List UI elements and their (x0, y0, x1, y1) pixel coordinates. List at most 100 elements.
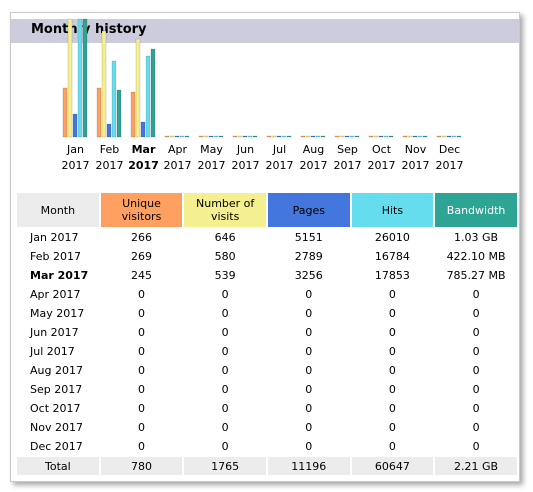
bar-jul-number-of-visits (271, 135, 277, 138)
table-header-row: Month Unique visitors Number of visits P… (17, 193, 517, 227)
header-hits: Hits (351, 193, 434, 227)
cell-month: Jun 2017 (30, 326, 79, 339)
month-label-dec: Dec (439, 143, 460, 156)
cell-unique-visitors: 0 (137, 421, 145, 434)
cell-bandwidth: 0 (472, 440, 480, 453)
bar-jun-bandwidth-mb (252, 135, 258, 138)
bar-sep-number-of-visits (339, 135, 345, 138)
cell-month: Nov 2017 (30, 421, 83, 434)
cell-number-of-visits: 0 (221, 383, 229, 396)
cell-hits: 17853 (374, 269, 410, 282)
bar-nov-number-of-visits (407, 135, 413, 138)
cell-hits: 0 (388, 440, 396, 453)
cell-hits: 0 (388, 288, 396, 301)
table-row: May 2017 0 0 0 0 0 (17, 305, 517, 322)
bar-nov-hits (417, 135, 423, 138)
month-label-jul: Jul (272, 143, 286, 156)
cell-bandwidth: 0 (472, 364, 480, 377)
bar-may-bandwidth-mb (218, 135, 224, 138)
header-pages: Pages (267, 193, 350, 227)
header-month: Month (17, 193, 99, 227)
bar-sep-hits (349, 135, 355, 138)
cell-pages: 0 (305, 402, 313, 415)
cell-bandwidth: 1.03 GB (454, 231, 499, 244)
cell-pages: 0 (305, 383, 313, 396)
bar-dec-pages (446, 135, 452, 138)
cell-hits: 16784 (374, 250, 410, 263)
cell-pages: 0 (305, 421, 313, 434)
cell-month: May 2017 (30, 307, 85, 320)
cell-unique-visitors: 245 (130, 269, 152, 282)
bar-feb-number-of-visits (101, 30, 107, 138)
table-row: Sep 2017 0 0 0 0 0 (17, 381, 517, 398)
bar-apr-unique-visitors (164, 135, 170, 138)
cell-number-of-visits: 539 (214, 269, 236, 282)
cell-pages: 0 (305, 345, 313, 358)
cell-bandwidth: 0 (472, 345, 480, 358)
bar-oct-unique-visitors (368, 135, 374, 138)
cell-number-of-visits: 0 (221, 364, 229, 377)
monthly-history-table: Month Unique visitors Number of visits P… (15, 191, 519, 477)
monthly-history-chart: Jan 2017 Feb 2017 Mar 2017 Apr 2017 May 2017 Jun 20… (62, 18, 464, 172)
cell-hits: 0 (388, 326, 396, 339)
cell-number-of-visits: 0 (221, 402, 229, 415)
month-label-sep: Sep (337, 143, 358, 156)
bar-aug-number-of-visits (305, 135, 311, 138)
year-label-sep: 2017 (334, 159, 362, 172)
cell-bandwidth: 0 (472, 383, 480, 396)
cell-hits: 0 (388, 402, 396, 415)
bar-dec-number-of-visits (441, 135, 447, 138)
cell-number-of-visits: 0 (221, 421, 229, 434)
year-label-jun: 2017 (232, 159, 260, 172)
cell-unique-visitors: 0 (137, 402, 145, 415)
year-label-feb: 2017 (96, 159, 124, 172)
header-bandwidth: Bandwidth (435, 193, 517, 227)
cell-hits: 0 (388, 421, 396, 434)
cell-unique-visitors: 0 (137, 364, 145, 377)
cell-number-of-visits: 0 (221, 307, 229, 320)
year-label-jul: 2017 (266, 159, 294, 172)
total-pages: 11196 (267, 457, 350, 475)
cell-month: Sep 2017 (30, 383, 83, 396)
bar-jun-unique-visitors (232, 135, 238, 138)
year-label-jan: 2017 (62, 159, 90, 172)
year-label-dec: 2017 (436, 159, 464, 172)
bar-aug-pages (310, 135, 316, 138)
bar-aug-hits (315, 135, 321, 138)
year-label-nov: 2017 (402, 159, 430, 172)
table-row: Aug 2017 0 0 0 0 0 (17, 362, 517, 379)
total-hits: 60647 (351, 457, 434, 475)
cell-hits: 0 (388, 345, 396, 358)
bar-jan-bandwidth-mb (82, 18, 88, 138)
bar-oct-number-of-visits (373, 135, 379, 138)
month-label-mar: Mar (132, 143, 156, 156)
year-label-mar: 2017 (128, 159, 159, 172)
month-label-nov: Nov (405, 143, 427, 156)
total-label: Total (17, 457, 99, 475)
year-label-oct: 2017 (368, 159, 396, 172)
bar-jan-hits (77, 18, 83, 138)
cell-pages: 0 (305, 326, 313, 339)
cell-bandwidth: 0 (472, 421, 480, 434)
cell-pages: 3256 (294, 269, 323, 282)
cell-unique-visitors: 0 (137, 326, 145, 339)
month-label-feb: Feb (100, 143, 119, 156)
cell-month: Apr 2017 (30, 288, 81, 301)
header-unique-visitors: Unique visitors (100, 193, 183, 227)
cell-month: Jul 2017 (30, 345, 75, 358)
cell-unique-visitors: 266 (130, 231, 152, 244)
bar-may-pages (208, 135, 214, 138)
bar-sep-pages (344, 135, 350, 138)
cell-unique-visitors: 0 (137, 307, 145, 320)
year-label-apr: 2017 (164, 159, 192, 172)
table-row: Nov 2017 0 0 0 0 0 (17, 419, 517, 436)
bar-mar-hits (145, 55, 151, 138)
cell-month: Aug 2017 (30, 364, 83, 377)
month-label-apr: Apr (168, 143, 188, 156)
table-row: Jun 2017 0 0 0 0 0 (17, 324, 517, 341)
month-label-oct: Oct (372, 143, 392, 156)
bar-mar-number-of-visits (135, 38, 141, 138)
month-label-jun: Jun (236, 143, 254, 156)
bar-aug-bandwidth-mb (320, 135, 326, 138)
monthly-history-panel: Monthly history Jan 2017 Feb 2017 Mar 2017 Apr… (10, 12, 520, 482)
